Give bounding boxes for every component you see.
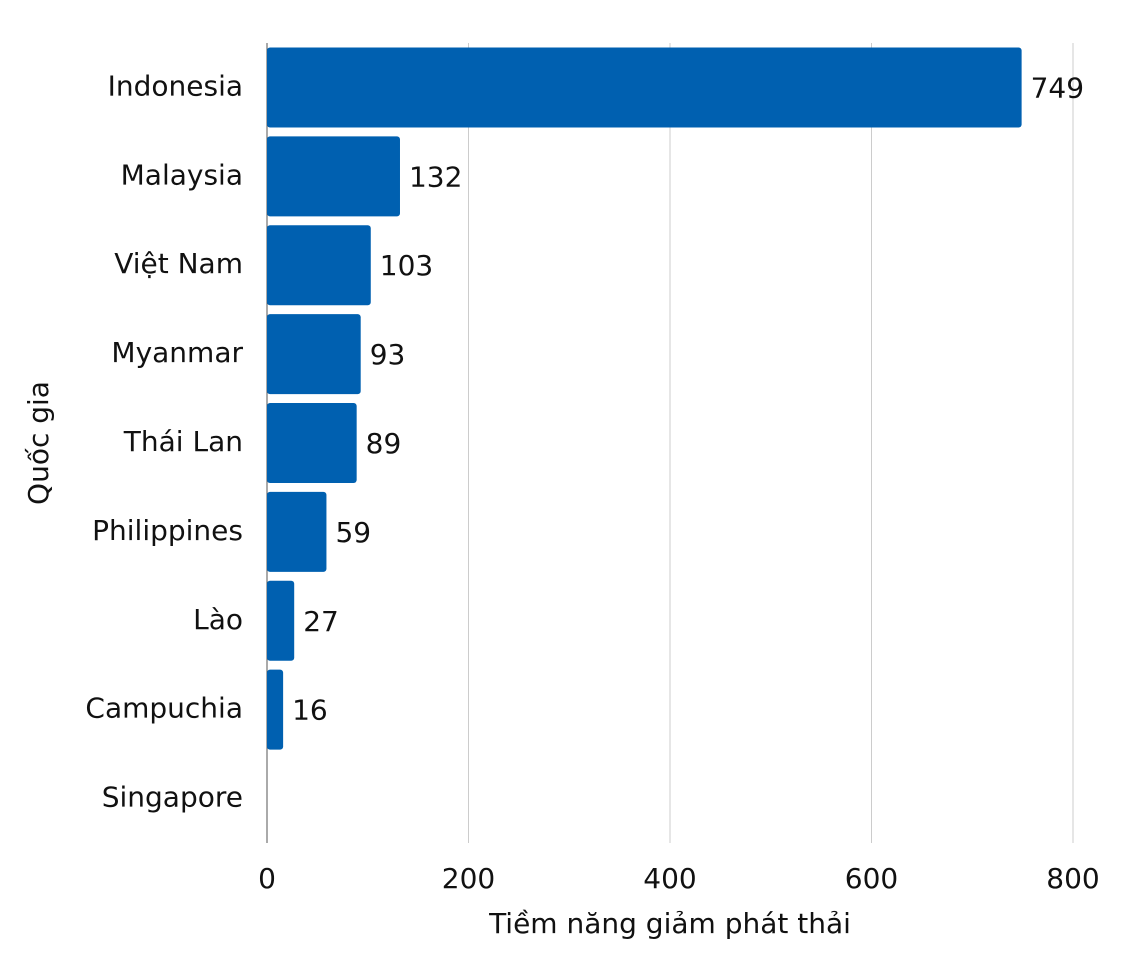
bar bbox=[267, 314, 361, 395]
y-tick-label: Việt Nam bbox=[114, 247, 243, 280]
bar bbox=[267, 225, 371, 306]
value-label: 27 bbox=[303, 605, 339, 638]
value-label: 16 bbox=[292, 694, 328, 727]
bar bbox=[267, 47, 1022, 128]
bar bbox=[267, 491, 327, 572]
x-tick-label: 600 bbox=[845, 862, 898, 895]
y-tick-label: Lào bbox=[193, 603, 243, 636]
x-tick-label: 200 bbox=[442, 862, 495, 895]
x-tick-label: 800 bbox=[1046, 862, 1099, 895]
y-tick-label: Myanmar bbox=[111, 336, 243, 369]
x-tick-label: 400 bbox=[643, 862, 696, 895]
value-label: 93 bbox=[370, 338, 406, 371]
value-label: 89 bbox=[366, 427, 402, 460]
bar bbox=[267, 136, 400, 217]
y-tick-label: Malaysia bbox=[121, 158, 243, 191]
value-label: 59 bbox=[335, 516, 371, 549]
y-tick-label: Campuchia bbox=[85, 692, 243, 725]
bar bbox=[267, 403, 357, 483]
value-label: 132 bbox=[409, 160, 462, 193]
bar bbox=[267, 580, 295, 661]
value-label: 749 bbox=[1031, 71, 1084, 104]
y-tick-label: Singapore bbox=[102, 781, 243, 814]
x-tick-label: 0 bbox=[258, 862, 276, 895]
y-tick-label: Philippines bbox=[92, 514, 243, 547]
value-label: 103 bbox=[380, 249, 433, 282]
y-axis-title: Quốc gia bbox=[22, 381, 55, 505]
bar bbox=[267, 669, 284, 750]
y-tick-label: Thái Lan bbox=[123, 425, 243, 458]
y-tick-label: Indonesia bbox=[108, 69, 243, 102]
x-axis-title: Tiềm năng giảm phát thải bbox=[488, 907, 851, 940]
